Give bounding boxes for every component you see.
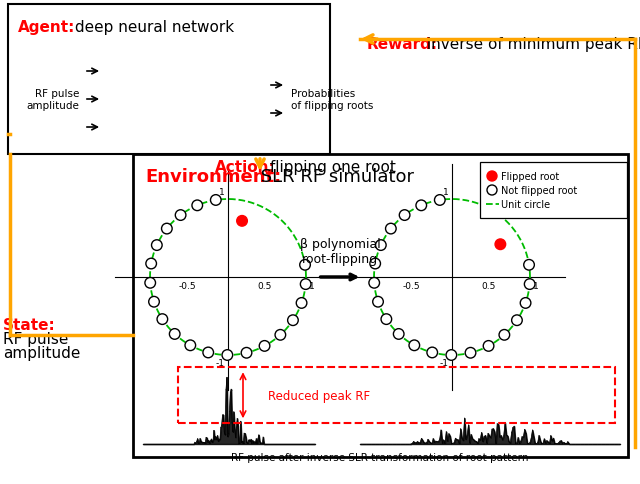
- Text: Agent:: Agent:: [18, 20, 76, 35]
- Circle shape: [511, 315, 522, 326]
- Text: SLR RF simulator: SLR RF simulator: [255, 167, 414, 186]
- Circle shape: [198, 117, 220, 139]
- Circle shape: [145, 278, 156, 288]
- Text: flipping one root: flipping one root: [265, 160, 396, 175]
- Circle shape: [246, 103, 268, 125]
- Circle shape: [152, 240, 162, 251]
- Circle shape: [524, 279, 535, 290]
- Text: -0.5: -0.5: [402, 281, 420, 290]
- Text: Unit circle: Unit circle: [501, 199, 550, 210]
- Text: -1: -1: [216, 358, 225, 367]
- Circle shape: [409, 340, 420, 351]
- Text: -0.5: -0.5: [178, 281, 196, 290]
- Circle shape: [370, 258, 380, 269]
- Circle shape: [296, 298, 307, 309]
- Circle shape: [102, 89, 124, 111]
- Circle shape: [170, 329, 180, 340]
- Text: Reward:: Reward:: [367, 37, 438, 52]
- Circle shape: [427, 348, 438, 358]
- Text: RF pulse: RF pulse: [3, 332, 68, 346]
- Circle shape: [399, 211, 410, 221]
- Circle shape: [416, 200, 427, 211]
- FancyBboxPatch shape: [8, 5, 330, 155]
- Circle shape: [198, 89, 220, 111]
- Circle shape: [146, 258, 156, 269]
- Text: Flipped root: Flipped root: [501, 172, 559, 182]
- Text: 1: 1: [220, 188, 225, 197]
- Text: 1: 1: [444, 188, 449, 197]
- Circle shape: [381, 314, 392, 325]
- Circle shape: [161, 224, 172, 234]
- Text: 0.5: 0.5: [258, 281, 272, 290]
- Circle shape: [394, 329, 404, 340]
- Circle shape: [211, 195, 221, 206]
- Circle shape: [376, 240, 386, 251]
- Circle shape: [150, 89, 172, 111]
- Circle shape: [300, 260, 310, 271]
- Circle shape: [192, 200, 203, 211]
- Text: 1: 1: [309, 281, 315, 290]
- Circle shape: [198, 61, 220, 83]
- Text: β polynomial
root-flipping: β polynomial root-flipping: [300, 238, 380, 265]
- Circle shape: [222, 350, 233, 361]
- Circle shape: [157, 314, 168, 325]
- Text: Reduced peak RF: Reduced peak RF: [268, 389, 370, 402]
- Circle shape: [259, 341, 270, 351]
- Text: Action:: Action:: [215, 160, 276, 175]
- Circle shape: [385, 224, 396, 234]
- Circle shape: [185, 340, 196, 351]
- Circle shape: [495, 240, 506, 250]
- Circle shape: [150, 117, 172, 139]
- Circle shape: [148, 297, 159, 307]
- Circle shape: [369, 278, 380, 288]
- Circle shape: [203, 348, 214, 358]
- Text: State:: State:: [3, 318, 56, 333]
- Circle shape: [275, 330, 285, 340]
- Text: 1: 1: [533, 281, 539, 290]
- Circle shape: [102, 61, 124, 83]
- Text: inverse of minimum peak RF: inverse of minimum peak RF: [422, 37, 640, 52]
- Text: RF pulse after inverse SLR transformation of root pattern: RF pulse after inverse SLR transformatio…: [231, 452, 529, 462]
- Circle shape: [487, 186, 497, 196]
- Circle shape: [150, 61, 172, 83]
- Text: Probabilities
of flipping roots: Probabilities of flipping roots: [291, 89, 373, 111]
- Text: RF pulse
amplitude: RF pulse amplitude: [26, 89, 79, 111]
- Circle shape: [465, 348, 476, 358]
- Circle shape: [241, 348, 252, 358]
- Text: Not flipped root: Not flipped root: [501, 186, 577, 196]
- FancyBboxPatch shape: [480, 163, 627, 219]
- Circle shape: [102, 117, 124, 139]
- Text: Environment:: Environment:: [145, 167, 281, 186]
- Circle shape: [372, 297, 383, 307]
- FancyBboxPatch shape: [133, 155, 628, 457]
- Circle shape: [487, 172, 497, 182]
- Circle shape: [237, 216, 247, 227]
- Text: 0.5: 0.5: [482, 281, 496, 290]
- Circle shape: [499, 330, 509, 340]
- Circle shape: [435, 195, 445, 206]
- Circle shape: [446, 350, 457, 361]
- Circle shape: [300, 279, 311, 290]
- Circle shape: [483, 341, 494, 351]
- Circle shape: [246, 75, 268, 97]
- Circle shape: [520, 298, 531, 309]
- Circle shape: [287, 315, 298, 326]
- Text: deep neural network: deep neural network: [70, 20, 234, 35]
- Text: amplitude: amplitude: [3, 345, 81, 360]
- Circle shape: [175, 211, 186, 221]
- Text: -1: -1: [440, 358, 449, 367]
- Circle shape: [524, 260, 534, 271]
